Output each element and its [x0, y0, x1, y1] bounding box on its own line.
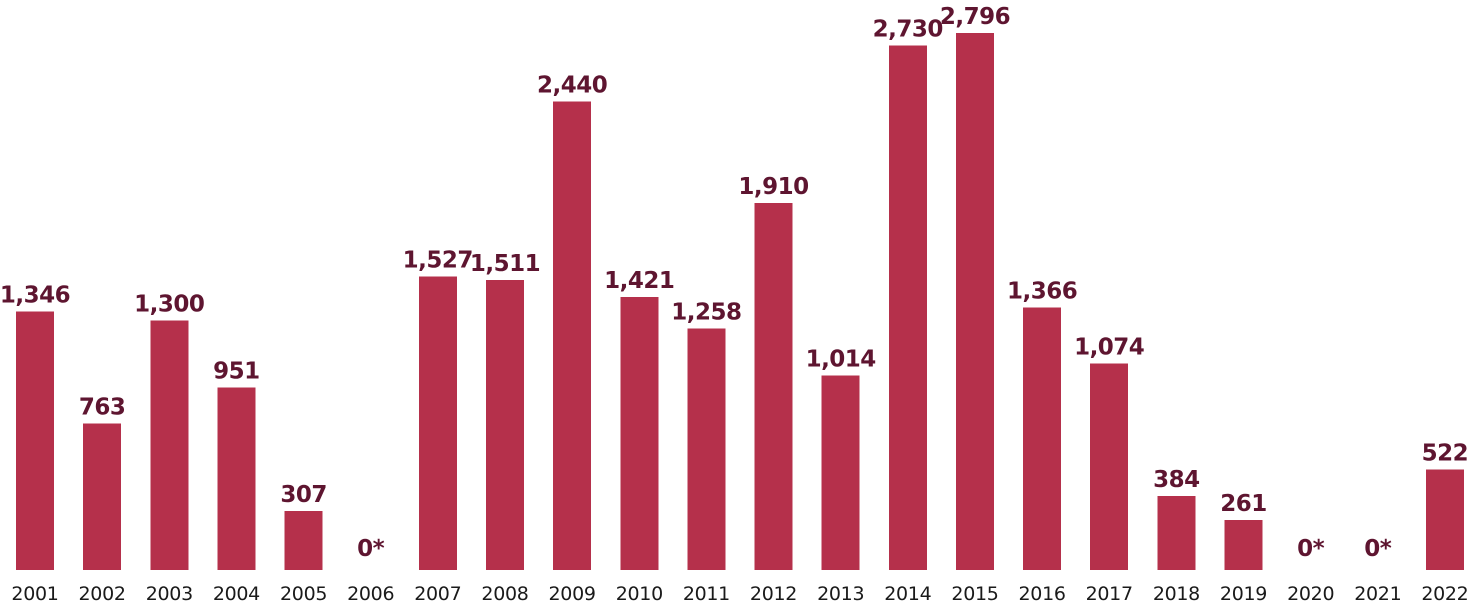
x-tick-label-2004: 2004 — [213, 583, 260, 601]
x-tick-label-2006: 2006 — [347, 583, 394, 601]
x-tick-label-2003: 2003 — [146, 583, 193, 601]
bar-2009 — [553, 101, 592, 571]
value-label-2013: 1,014 — [806, 346, 876, 372]
bar-2004 — [217, 387, 256, 570]
x-tick-label-2018: 2018 — [1153, 583, 1200, 601]
x-axis-tick-labels: 2001 2002 2003 2004 2005 2006 2007 2008 2009 2010… — [11, 583, 1468, 601]
value-label-2004: 951 — [213, 358, 260, 384]
x-tick-label-2007: 2007 — [414, 583, 461, 601]
bar-2016 — [1023, 307, 1062, 570]
value-label-2015: 2,796 — [940, 4, 1010, 30]
bar-2001 — [16, 311, 54, 570]
value-label-2022: 522 — [1422, 441, 1469, 467]
x-tick-label-2013: 2013 — [817, 583, 864, 601]
x-tick-label-2020: 2020 — [1287, 583, 1334, 601]
bar-2022 — [1425, 469, 1464, 570]
bar-2005 — [284, 511, 323, 570]
x-tick-label-2017: 2017 — [1086, 583, 1133, 601]
value-label-2010: 1,421 — [604, 268, 674, 294]
value-label-2001: 1,346 — [0, 283, 70, 309]
value-label-2021: 0* — [1364, 536, 1392, 562]
value-label-2014: 2,730 — [873, 17, 943, 43]
bars-layer — [16, 33, 1464, 571]
value-label-2011: 1,258 — [671, 299, 741, 325]
value-label-2018: 384 — [1153, 467, 1200, 493]
bar-2018 — [1157, 496, 1196, 570]
x-tick-label-2015: 2015 — [951, 583, 998, 601]
value-label-2007: 1,527 — [403, 248, 473, 274]
bar-2008 — [486, 279, 524, 570]
value-label-2005: 307 — [280, 482, 327, 508]
value-label-2020: 0* — [1297, 536, 1325, 562]
bar-2014 — [888, 45, 927, 570]
x-tick-label-2022: 2022 — [1421, 583, 1468, 601]
bar-2013 — [821, 375, 860, 570]
bar-2015 — [956, 33, 994, 570]
x-tick-label-2005: 2005 — [280, 583, 327, 601]
x-tick-label-2001: 2001 — [11, 583, 58, 601]
value-label-2019: 261 — [1220, 491, 1267, 517]
x-tick-label-2019: 2019 — [1220, 583, 1267, 601]
value-label-2009: 2,440 — [537, 72, 607, 98]
x-tick-label-2002: 2002 — [79, 583, 126, 601]
x-tick-label-2011: 2011 — [683, 583, 730, 601]
value-label-2006: 0* — [357, 536, 385, 562]
x-tick-label-2014: 2014 — [884, 583, 931, 601]
value-label-2002: 763 — [79, 395, 126, 421]
bar-2010 — [620, 297, 659, 570]
bar-2017 — [1090, 363, 1129, 570]
bar-2007 — [418, 276, 457, 570]
bar-2011 — [687, 328, 726, 570]
x-tick-label-2021: 2021 — [1354, 583, 1401, 601]
x-tick-label-2008: 2008 — [481, 583, 528, 601]
bar-2002 — [83, 423, 122, 570]
bar-2003 — [150, 320, 189, 570]
x-tick-label-2012: 2012 — [750, 583, 797, 601]
x-tick-label-2010: 2010 — [616, 583, 663, 601]
value-label-2016: 1,366 — [1007, 279, 1077, 305]
value-label-2012: 1,910 — [738, 174, 808, 200]
value-label-2008: 1,511 — [470, 251, 540, 277]
x-tick-label-2009: 2009 — [549, 583, 596, 601]
value-label-2017: 1,074 — [1074, 335, 1144, 361]
value-label-2003: 1,300 — [134, 291, 204, 317]
bar-2019 — [1224, 519, 1263, 570]
x-tick-label-2016: 2016 — [1019, 583, 1066, 601]
bar-2012 — [754, 203, 793, 570]
